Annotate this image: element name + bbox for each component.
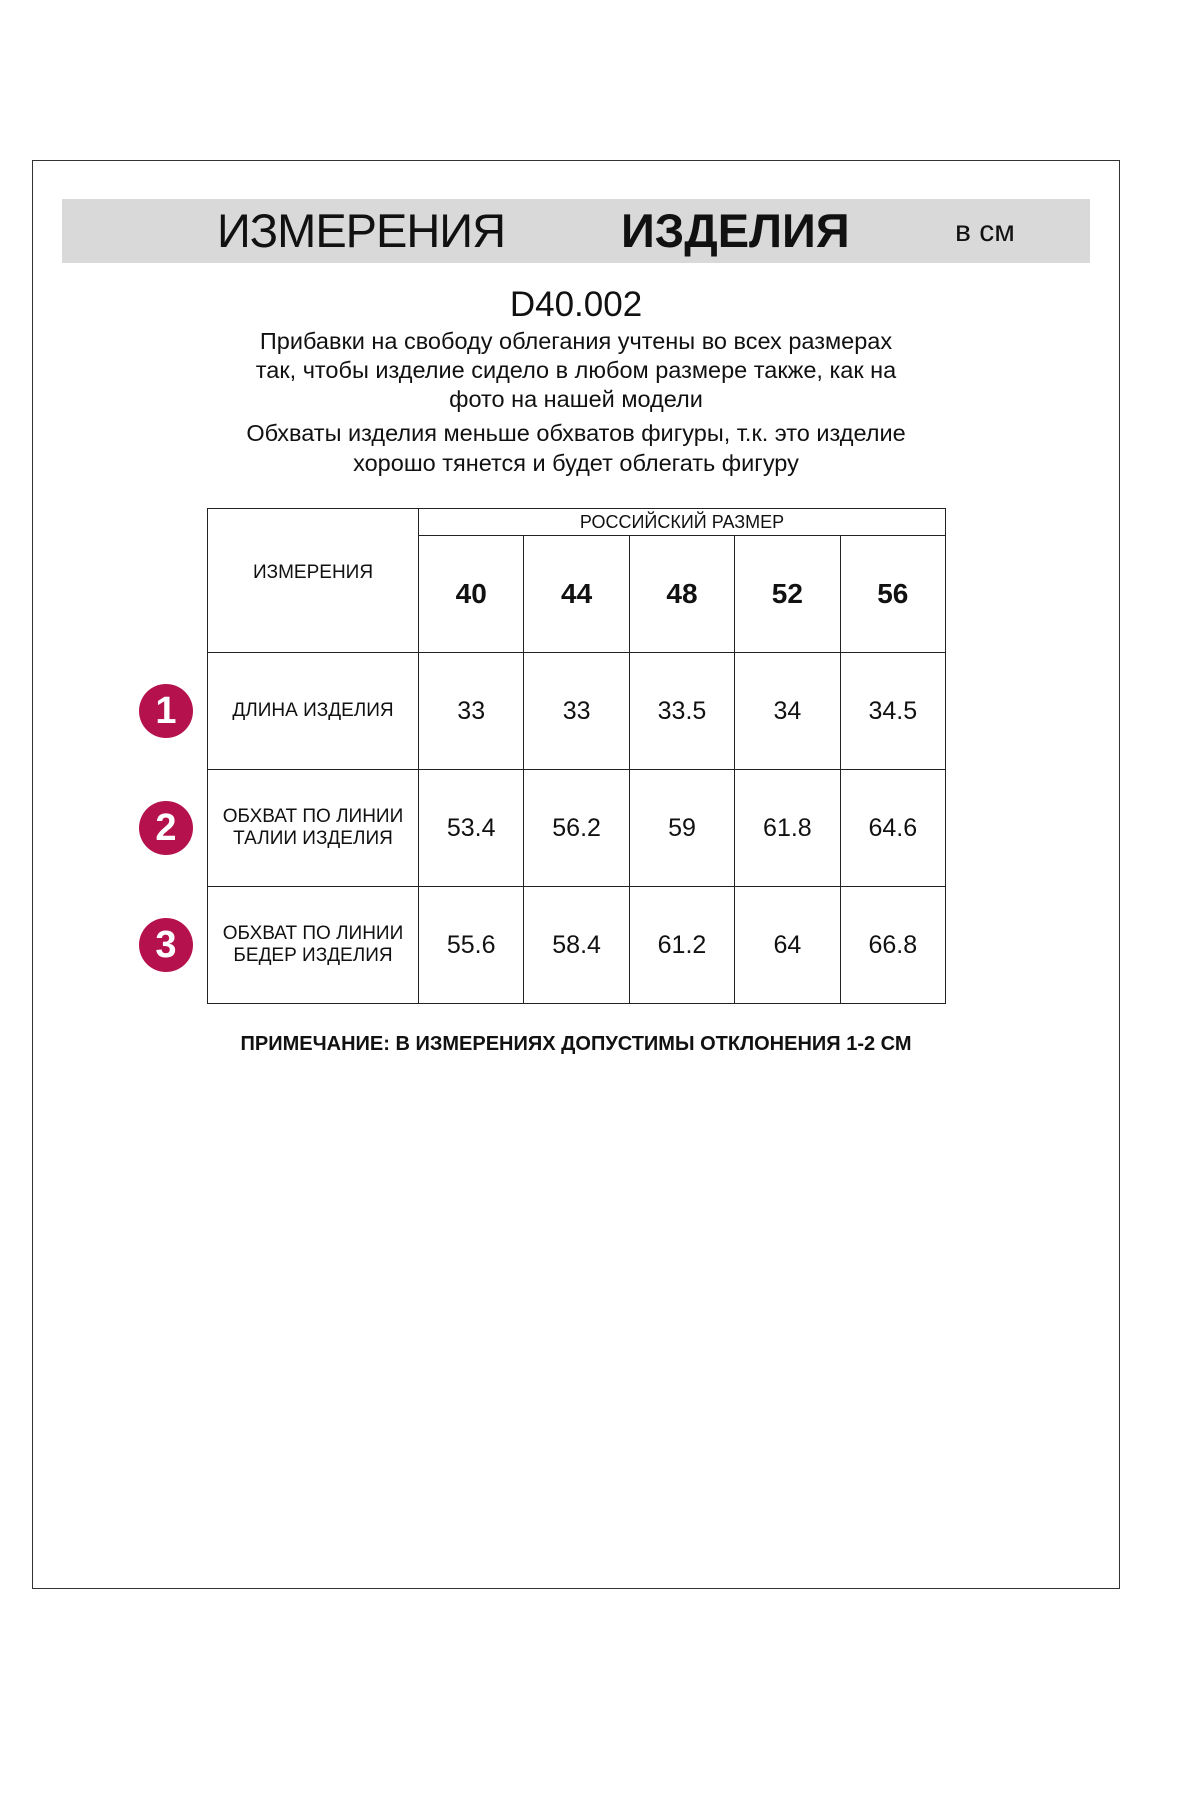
title-band <box>62 199 1090 263</box>
row-label-line: ОБХВАТ ПО ЛИНИИ <box>222 923 404 944</box>
row-label: ОБХВАТ ПО ЛИНИИ БЕДЕР ИЗДЕЛИЯ <box>206 886 420 1004</box>
note: ПРИМЕЧАНИЕ: В ИЗМЕРЕНИЯХ ДОПУСТИМЫ ОТКЛО… <box>240 1033 912 1055</box>
number-badge-2: 2 <box>139 801 193 855</box>
size-cell: 52 <box>734 535 841 653</box>
size-cell: 40 <box>418 535 525 653</box>
value-cell: 58.4 <box>523 886 630 1004</box>
value-cell: 34.5 <box>839 652 947 770</box>
value-cell: 55.6 <box>418 886 525 1004</box>
value-cell: 56.2 <box>523 769 630 887</box>
size-cell: 44 <box>523 535 630 653</box>
value-cell: 64 <box>734 886 841 1004</box>
table-row: ДЛИНА ИЗДЕЛИЯ 33 33 33.5 34 34.5 <box>206 652 947 770</box>
description-line: Прибавки на свободу облегания учтены во … <box>259 328 893 354</box>
size-cell: 48 <box>628 535 736 653</box>
table-row: ОБХВАТ ПО ЛИНИИ ТАЛИИ ИЗДЕЛИЯ 53.4 56.2 5… <box>206 769 947 887</box>
value-cell: 61.8 <box>734 769 841 887</box>
row-label: ОБХВАТ ПО ЛИНИИ ТАЛИИ ИЗДЕЛИЯ <box>206 769 420 887</box>
description-line: Обхваты изделия меньше обхватов фигуры, … <box>246 420 906 446</box>
value-cell: 59 <box>628 769 736 887</box>
row-label-line: ОБХВАТ ПО ЛИНИИ <box>222 806 404 827</box>
number-badge-1: 1 <box>139 684 193 738</box>
row-label-line: БЕДЕР ИЗДЕЛИЯ <box>233 945 393 966</box>
title-measurements: ИЗМЕРЕНИЯ <box>217 204 506 257</box>
value-cell: 53.4 <box>418 769 525 887</box>
value-cell: 34 <box>734 652 841 770</box>
value-cell: 66.8 <box>839 886 947 1004</box>
description-line: так, чтобы изделие сидело в любом размер… <box>255 357 897 383</box>
description-line: фото на нашей модели <box>449 386 703 412</box>
size-header: РОССИЙСКИЙ РАЗМЕР <box>418 508 946 536</box>
title-product: ИЗДЕЛИЯ <box>621 204 850 257</box>
product-code: D40.002 <box>509 285 643 324</box>
row-label-line: ДЛИНА ИЗДЕЛИЯ <box>232 700 394 721</box>
measure-header: ИЗМЕРЕНИЯ <box>206 508 420 653</box>
value-cell: 33 <box>523 652 630 770</box>
value-cell: 33 <box>418 652 525 770</box>
value-cell: 64.6 <box>839 769 947 887</box>
size-table: ИЗМЕРЕНИЯ РОССИЙСКИЙ РАЗМЕР 40 44 48 52 … <box>206 508 947 1004</box>
row-label-line: ТАЛИИ ИЗДЕЛИЯ <box>233 828 393 849</box>
frame-border <box>32 160 1120 1589</box>
unit-label: в см <box>955 215 1015 248</box>
value-cell: 33.5 <box>628 652 736 770</box>
description-line: хорошо тянется и будет облегать фигуру <box>353 450 799 476</box>
table-row: ОБХВАТ ПО ЛИНИИ БЕДЕР ИЗДЕЛИЯ 55.6 58.4 6… <box>206 886 947 1004</box>
size-cell: 56 <box>839 535 947 653</box>
row-label: ДЛИНА ИЗДЕЛИЯ <box>206 652 420 770</box>
value-cell: 61.2 <box>628 886 736 1004</box>
number-badge-3: 3 <box>139 918 193 972</box>
